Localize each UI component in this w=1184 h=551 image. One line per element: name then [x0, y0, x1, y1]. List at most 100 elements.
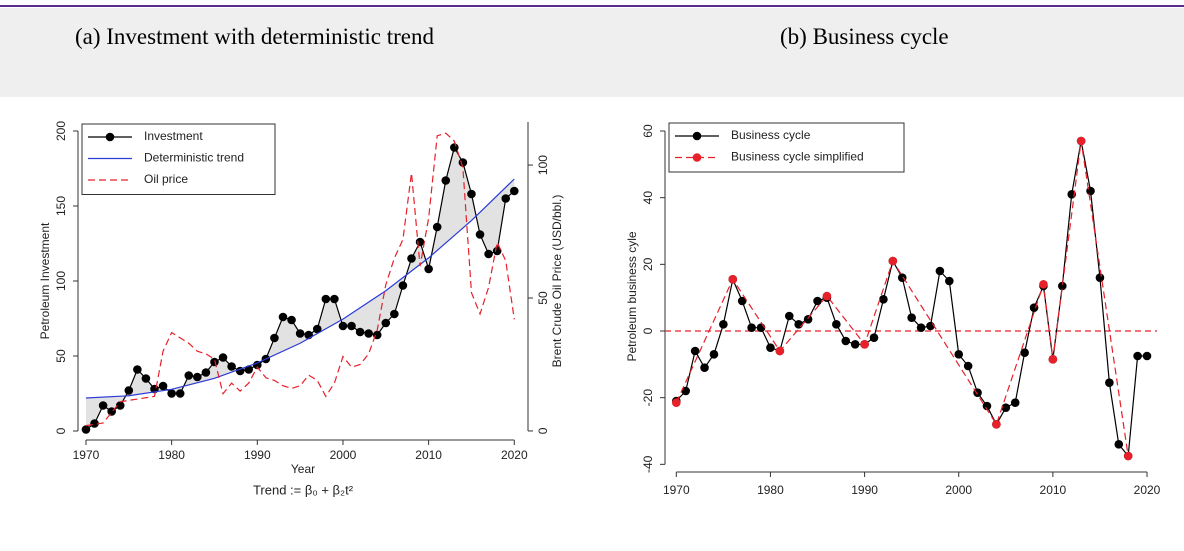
marker	[475, 230, 485, 239]
marker	[803, 315, 813, 324]
marker	[347, 321, 356, 331]
marker	[766, 343, 775, 352]
marker	[501, 194, 511, 203]
marker	[158, 381, 168, 391]
marker	[312, 324, 322, 334]
y2-tick-label: 100	[536, 155, 550, 175]
marker	[850, 340, 860, 349]
marker	[1001, 403, 1011, 412]
marker	[141, 374, 151, 383]
marker	[381, 318, 391, 328]
note: Trend := β₀ + β₂t²	[253, 482, 354, 497]
series-line	[675, 140, 1148, 458]
marker	[133, 365, 142, 374]
marker	[441, 176, 451, 185]
legend-label: Deterministic trend	[144, 151, 244, 165]
y-tick-label: 200	[54, 121, 68, 141]
marker	[1142, 351, 1152, 361]
x-axis-label: Year	[291, 462, 315, 476]
marker	[1114, 440, 1124, 449]
marker	[450, 143, 459, 152]
caption: (b) Business cycle	[780, 24, 949, 49]
marker	[218, 353, 228, 362]
marker	[728, 275, 738, 284]
marker	[124, 386, 134, 395]
legend-label: Business cycle	[731, 128, 811, 142]
marker	[935, 266, 945, 276]
marker	[879, 295, 888, 304]
marker	[1010, 398, 1020, 407]
marker	[841, 336, 851, 346]
marker	[355, 327, 365, 337]
marker	[364, 329, 373, 338]
marker	[1095, 273, 1105, 282]
y-tick-label: -40	[641, 455, 655, 473]
marker	[390, 309, 399, 319]
x-tick-label: 2020	[501, 448, 528, 462]
x-tick-label: 1970	[663, 483, 690, 497]
marker	[832, 320, 841, 329]
marker	[458, 158, 468, 167]
legend-box	[668, 122, 905, 173]
marker	[1086, 186, 1095, 196]
x-tick-label: 2020	[1134, 483, 1161, 497]
marker	[737, 296, 747, 306]
marker	[945, 276, 954, 286]
x-tick-label: 2000	[330, 448, 357, 462]
marker	[193, 372, 202, 382]
marker	[775, 346, 785, 356]
marker	[295, 329, 305, 338]
y-tick-label: 60	[641, 124, 655, 138]
x-tick-label: 1970	[73, 448, 100, 462]
series-line	[85, 178, 515, 399]
marker	[992, 420, 1001, 429]
marker	[1039, 280, 1048, 289]
y-tick-label: 100	[54, 271, 68, 291]
marker	[484, 249, 493, 259]
marker	[907, 313, 916, 322]
y2-axis-label: Brent Crude Oil Price (USD/bbl.)	[550, 195, 564, 368]
legend-marker	[105, 132, 115, 142]
marker	[330, 294, 339, 304]
x-tick-label: 1990	[244, 448, 271, 462]
marker	[954, 350, 964, 359]
y-axis-label: Petroleum Investment	[38, 222, 52, 339]
y-tick-label: -20	[641, 389, 655, 407]
marker	[794, 320, 803, 329]
marker	[509, 186, 519, 196]
marker	[1048, 355, 1058, 364]
legend-box	[81, 123, 276, 195]
y2-tick-label: 0	[536, 427, 550, 434]
marker	[227, 362, 236, 371]
legend-label: Investment	[144, 129, 203, 143]
marker	[888, 256, 898, 266]
marker	[1020, 348, 1029, 357]
x-tick-label: 1980	[757, 483, 784, 497]
marker	[424, 264, 433, 274]
marker	[115, 401, 125, 410]
marker	[869, 333, 879, 342]
top-rule	[0, 5, 1184, 7]
marker	[747, 323, 756, 332]
marker	[690, 346, 700, 356]
y2-tick-label: 50	[536, 291, 550, 305]
marker	[252, 360, 262, 370]
legend-label: Business cycle simplified	[731, 150, 864, 164]
marker	[201, 368, 211, 377]
marker	[432, 222, 442, 232]
marker	[467, 189, 476, 199]
marker	[210, 357, 219, 367]
marker	[270, 333, 279, 343]
marker	[860, 340, 869, 349]
marker	[1105, 378, 1114, 387]
marker	[338, 321, 348, 331]
marker	[1123, 451, 1133, 461]
marker	[681, 386, 691, 396]
marker	[492, 246, 502, 256]
marker	[1133, 351, 1142, 361]
marker	[671, 398, 681, 407]
marker	[321, 294, 331, 304]
caption-band	[0, 8, 1184, 97]
